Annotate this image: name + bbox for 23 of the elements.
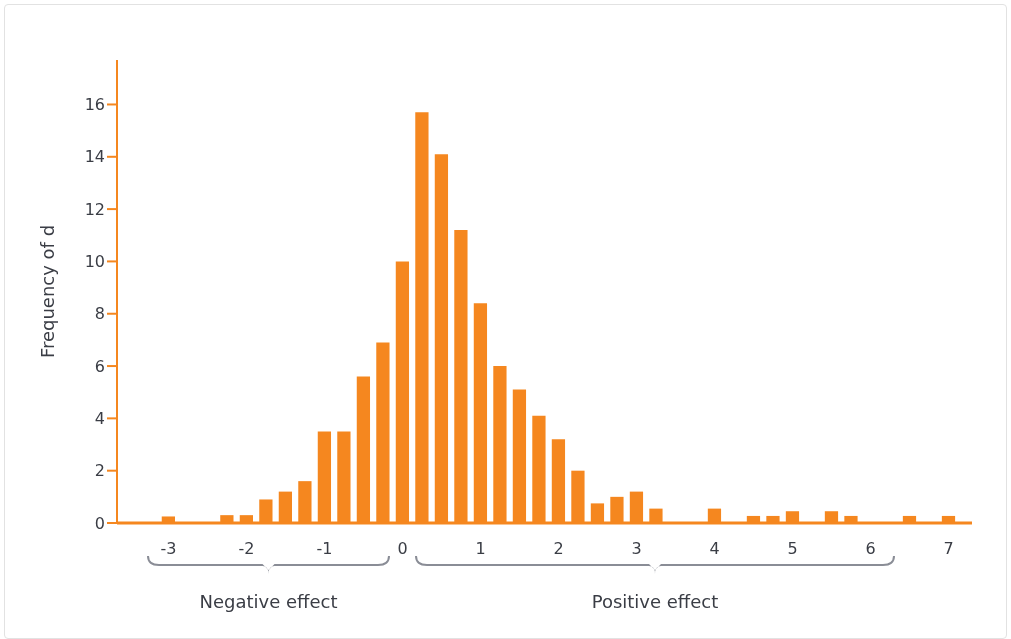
text: Negative effect [198,591,339,612]
y-tick-label: 4 [94,409,105,429]
x-tick-label: -1 [316,539,333,559]
x-tick-label: 6 [865,539,876,559]
x-tick-label: 3 [631,539,642,559]
x-tick-label: 2 [553,539,564,559]
x-tick-label: 4 [709,539,720,559]
text: Positive effect [590,591,720,612]
x-tick-label: 1 [475,539,486,559]
y-tick-label: 12 [84,199,105,219]
y-tick-label: 8 [94,304,105,324]
y-tick-label: 0 [94,513,105,533]
x-tick-label: 0 [397,539,408,559]
y-tick-label: 2 [94,461,105,481]
y-tick-label: 10 [84,252,105,272]
y-tick-label: 6 [94,356,105,376]
x-tick-label: 7 [943,539,954,559]
y-tick-label: 14 [84,147,105,167]
x-tick-label: -3 [160,539,177,559]
x-tick-label: 5 [787,539,798,559]
y-axis-title: Frequency of d [37,224,59,359]
y-tick-label: 16 [84,95,105,115]
x-tick-label: -2 [238,539,255,559]
